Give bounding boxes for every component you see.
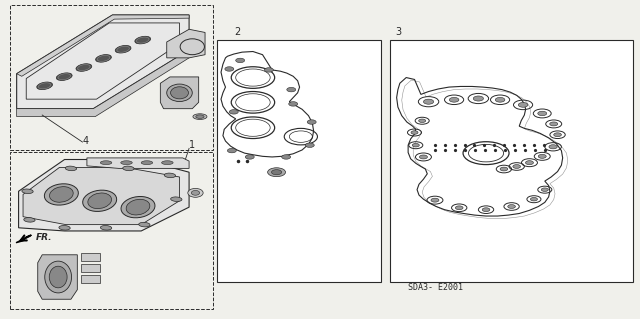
Ellipse shape bbox=[88, 193, 111, 209]
Polygon shape bbox=[161, 77, 198, 109]
Ellipse shape bbox=[121, 161, 132, 165]
Ellipse shape bbox=[100, 161, 112, 165]
Polygon shape bbox=[16, 235, 31, 243]
Ellipse shape bbox=[307, 120, 316, 124]
Polygon shape bbox=[19, 160, 189, 231]
Polygon shape bbox=[23, 167, 179, 225]
Ellipse shape bbox=[162, 161, 173, 165]
Bar bbox=[390, 41, 633, 282]
Ellipse shape bbox=[287, 87, 296, 92]
Ellipse shape bbox=[289, 102, 298, 106]
Ellipse shape bbox=[225, 67, 234, 71]
Polygon shape bbox=[167, 29, 205, 58]
Ellipse shape bbox=[495, 97, 505, 102]
Ellipse shape bbox=[508, 204, 515, 208]
Ellipse shape bbox=[44, 184, 78, 205]
Ellipse shape bbox=[456, 206, 463, 210]
Ellipse shape bbox=[65, 166, 77, 171]
Ellipse shape bbox=[541, 188, 548, 191]
Polygon shape bbox=[38, 255, 77, 299]
Bar bbox=[216, 41, 381, 282]
Ellipse shape bbox=[538, 111, 547, 116]
Ellipse shape bbox=[554, 133, 561, 137]
Ellipse shape bbox=[305, 143, 314, 147]
Ellipse shape bbox=[196, 115, 204, 118]
Ellipse shape bbox=[45, 261, 72, 293]
Ellipse shape bbox=[135, 36, 150, 44]
Polygon shape bbox=[81, 253, 100, 261]
Text: 3: 3 bbox=[396, 27, 401, 37]
Text: 1: 1 bbox=[189, 140, 195, 150]
Text: 4: 4 bbox=[83, 136, 88, 146]
Ellipse shape bbox=[56, 73, 72, 80]
Polygon shape bbox=[17, 15, 189, 76]
Ellipse shape bbox=[36, 82, 52, 90]
Ellipse shape bbox=[264, 68, 273, 72]
Ellipse shape bbox=[268, 168, 285, 177]
Ellipse shape bbox=[24, 218, 35, 222]
Ellipse shape bbox=[271, 170, 282, 175]
Ellipse shape bbox=[431, 198, 439, 202]
Polygon shape bbox=[17, 15, 189, 109]
Text: SDA3- E2001: SDA3- E2001 bbox=[408, 283, 463, 292]
Ellipse shape bbox=[282, 155, 291, 159]
Ellipse shape bbox=[100, 226, 112, 230]
Ellipse shape bbox=[227, 148, 236, 153]
Ellipse shape bbox=[115, 45, 131, 53]
Ellipse shape bbox=[95, 55, 111, 62]
Ellipse shape bbox=[550, 122, 557, 126]
Ellipse shape bbox=[171, 87, 188, 99]
Ellipse shape bbox=[419, 155, 428, 159]
Ellipse shape bbox=[473, 96, 483, 101]
Ellipse shape bbox=[83, 190, 116, 211]
Ellipse shape bbox=[538, 154, 546, 158]
Ellipse shape bbox=[419, 119, 426, 122]
Polygon shape bbox=[17, 50, 189, 117]
Ellipse shape bbox=[513, 165, 520, 168]
Ellipse shape bbox=[193, 114, 207, 120]
Ellipse shape bbox=[424, 99, 434, 104]
Ellipse shape bbox=[188, 189, 203, 197]
Ellipse shape bbox=[49, 187, 73, 202]
Ellipse shape bbox=[411, 131, 418, 134]
Ellipse shape bbox=[126, 199, 150, 215]
Ellipse shape bbox=[171, 197, 182, 202]
Ellipse shape bbox=[236, 58, 244, 63]
Ellipse shape bbox=[482, 208, 490, 211]
Ellipse shape bbox=[191, 190, 200, 195]
Ellipse shape bbox=[141, 161, 153, 165]
Text: 2: 2 bbox=[234, 27, 240, 37]
Ellipse shape bbox=[229, 110, 238, 114]
Ellipse shape bbox=[123, 166, 134, 171]
Text: FR.: FR. bbox=[36, 234, 52, 242]
Polygon shape bbox=[81, 275, 100, 283]
Ellipse shape bbox=[59, 226, 70, 230]
Ellipse shape bbox=[500, 167, 508, 171]
Ellipse shape bbox=[164, 173, 175, 178]
Bar bbox=[10, 5, 213, 150]
Ellipse shape bbox=[49, 266, 67, 288]
Ellipse shape bbox=[121, 197, 155, 218]
Bar bbox=[10, 152, 213, 309]
Ellipse shape bbox=[518, 102, 528, 107]
Ellipse shape bbox=[531, 197, 538, 201]
Ellipse shape bbox=[139, 222, 150, 227]
Ellipse shape bbox=[245, 155, 254, 159]
Ellipse shape bbox=[449, 97, 459, 102]
Ellipse shape bbox=[412, 144, 419, 147]
Ellipse shape bbox=[22, 189, 33, 194]
Polygon shape bbox=[87, 158, 189, 168]
Ellipse shape bbox=[76, 64, 92, 71]
Ellipse shape bbox=[167, 84, 192, 101]
Polygon shape bbox=[81, 264, 100, 272]
Ellipse shape bbox=[525, 161, 534, 165]
Ellipse shape bbox=[549, 145, 557, 149]
